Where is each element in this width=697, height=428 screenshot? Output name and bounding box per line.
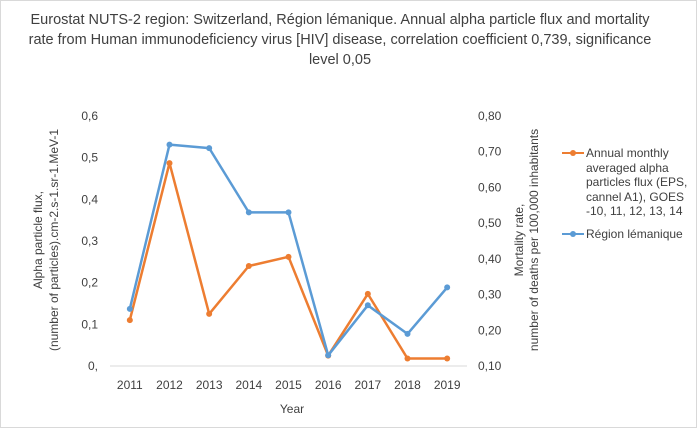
y-left-tick-label: 0,6 xyxy=(81,109,98,123)
y-right-tick-label: 0,70 xyxy=(478,145,502,159)
series-0-point xyxy=(404,355,411,362)
series-1-point xyxy=(404,330,411,337)
series-1-point xyxy=(126,305,133,312)
legend: Annual monthly averaged alpha particles … xyxy=(562,146,694,249)
legend-item-region: Région lémanique xyxy=(562,227,694,242)
x-tick-label: 2013 xyxy=(196,378,223,392)
series-1-point xyxy=(364,302,371,309)
y-right-tick-label: 0,30 xyxy=(478,288,502,302)
y-right-axis-title-line2: number of deaths per 100,000 inhabitants xyxy=(527,129,541,351)
series-0-point xyxy=(166,160,173,167)
series-1-point xyxy=(166,141,173,148)
y-right-axis-title: Mortality rate, number of deaths per 100… xyxy=(512,129,541,351)
series-0-point xyxy=(285,253,292,260)
x-tick-label: 2012 xyxy=(156,378,183,392)
y-right-tick-label: 0,80 xyxy=(478,109,502,123)
series-0-point xyxy=(245,263,252,269)
x-tick-label: 2011 xyxy=(117,378,143,392)
y-left-tick-label: 0, xyxy=(88,359,98,373)
series-layer xyxy=(126,141,451,362)
y-left-tick-labels: 0, 0,1 0,2 0,3 0,4 0,5 0,6 xyxy=(81,109,98,373)
y-right-tick-label: 0,50 xyxy=(478,216,502,230)
x-tick-label: 2019 xyxy=(434,378,461,392)
series-1-point xyxy=(206,145,213,152)
series-0-point xyxy=(444,355,451,362)
x-tick-label: 2015 xyxy=(275,378,302,392)
y-left-axis-title-line2: (number of particles).cm-2.s-1.sr-1.MeV-… xyxy=(47,129,61,351)
series-0-point xyxy=(364,290,371,297)
y-right-tick-label: 0,40 xyxy=(478,252,502,266)
series-1-point xyxy=(285,209,292,216)
y-left-tick-label: 0,5 xyxy=(81,151,98,165)
legend-swatch-region xyxy=(562,230,584,237)
legend-label-alpha-flux: Annual monthly averaged alpha particles … xyxy=(586,146,688,218)
y-left-tick-label: 0,3 xyxy=(81,234,98,248)
series-1-point xyxy=(444,284,451,291)
y-right-tick-labels: 0,10 0,20 0,30 0,40 0,50 0,60 0,70 0,80 xyxy=(478,109,502,373)
series-1-point xyxy=(325,352,332,359)
y-right-axis-title-line1: Mortality rate, xyxy=(512,204,526,277)
y-left-tick-label: 0,4 xyxy=(81,192,98,206)
y-right-tick-label: 0,20 xyxy=(478,323,502,337)
x-tick-label: 2018 xyxy=(394,378,421,392)
x-tick-label: 2016 xyxy=(315,378,342,392)
x-tick-labels: 2011 2012 2013 2014 2015 2016 2017 2018 2019 xyxy=(117,378,461,392)
series-0-point xyxy=(126,317,133,324)
series-0-point xyxy=(206,310,213,317)
y-left-axis-title-line1: Alpha particle flux, xyxy=(31,191,45,289)
y-left-tick-label: 0,1 xyxy=(81,317,98,331)
series-1-point xyxy=(245,209,252,216)
y-right-tick-label: 0,60 xyxy=(478,180,502,194)
x-tick-label: 2017 xyxy=(354,378,381,392)
legend-label-region: Région lémanique xyxy=(586,226,683,241)
series-line-1 xyxy=(128,143,449,357)
legend-swatch-alpha-flux xyxy=(562,150,584,156)
chart-title: Eurostat NUTS-2 region: Switzerland, Rég… xyxy=(28,12,652,68)
y-left-tick-label: 0,2 xyxy=(81,276,98,290)
x-tick-label: 2014 xyxy=(235,378,262,392)
y-right-tick-label: 0,10 xyxy=(478,359,502,373)
x-axis-title: Year xyxy=(280,402,304,416)
legend-item-alpha-flux: Annual monthly averaged alpha particles … xyxy=(562,146,694,219)
y-left-axis-title: Alpha particle flux, (number of particle… xyxy=(31,129,61,351)
